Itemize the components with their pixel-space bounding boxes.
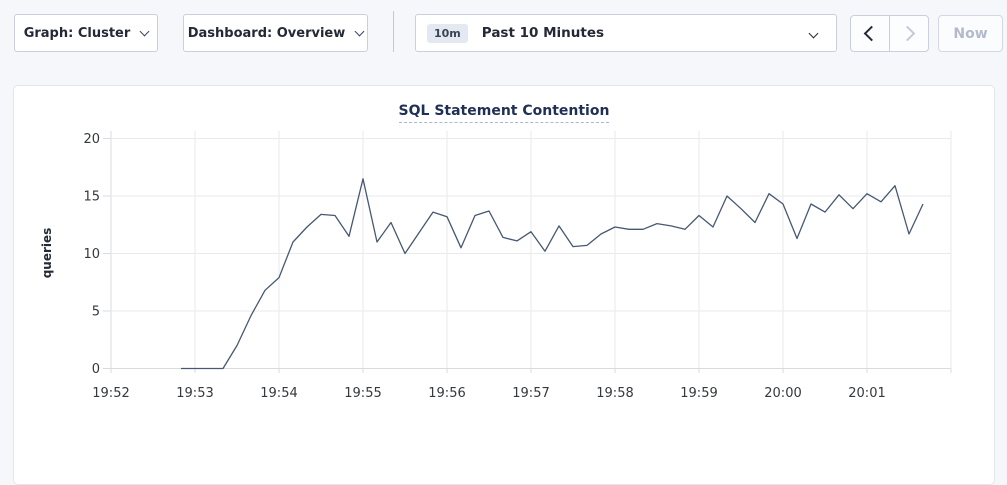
axis-tick-labels: 19:52 19:53 19:54 19:55 19:56 19:57 19:58 19:59… <box>83 132 885 401</box>
graph-dropdown-label: Graph: Cluster <box>23 25 131 41</box>
y-tick-label: 20 <box>83 132 100 147</box>
series-line-queries <box>181 178 924 370</box>
chart-title[interactable]: SQL Statement Contention <box>398 103 610 123</box>
dashboard-dropdown-label: Dashboard: Overview <box>187 25 346 41</box>
toolbar-divider <box>393 11 394 52</box>
x-tick-label: 19:59 <box>680 386 717 401</box>
x-tick-label: 19:55 <box>344 386 381 401</box>
y-axis-label: queries <box>40 228 54 279</box>
x-tick-label: 20:01 <box>848 386 885 401</box>
chart-card <box>13 85 995 485</box>
y-tick-label: 5 <box>92 305 100 320</box>
time-shift-button-group <box>850 15 929 52</box>
gridlines <box>103 131 952 373</box>
time-range-picker[interactable]: 10m Past 10 Minutes <box>415 14 837 52</box>
now-button[interactable]: Now <box>938 15 1003 52</box>
x-tick-label: 19:58 <box>596 386 633 401</box>
time-window-badge: 10m <box>427 23 468 43</box>
graph-dropdown[interactable]: Graph: Cluster <box>14 14 158 52</box>
x-tick-label: 19:53 <box>176 386 213 401</box>
x-tick-label: 19:57 <box>512 386 549 401</box>
next-time-window-button[interactable] <box>889 16 928 51</box>
y-tick-label: 10 <box>83 247 100 262</box>
x-tick-label: 19:52 <box>92 386 129 401</box>
sql-statement-contention-chart[interactable]: 19:52 19:53 19:54 19:55 19:56 19:57 19:58 19:59… <box>0 0 1007 432</box>
y-tick-label: 15 <box>83 190 100 205</box>
x-tick-label: 19:54 <box>260 386 297 401</box>
time-window-label: Past 10 Minutes <box>481 25 605 41</box>
x-tick-label: 20:00 <box>764 386 801 401</box>
y-tick-label: 0 <box>92 362 100 377</box>
chart-title-row: SQL Statement Contention <box>13 100 995 123</box>
x-tick-label: 19:56 <box>428 386 465 401</box>
dashboard-dropdown[interactable]: Dashboard: Overview <box>183 14 368 52</box>
now-button-label: Now <box>953 25 988 42</box>
